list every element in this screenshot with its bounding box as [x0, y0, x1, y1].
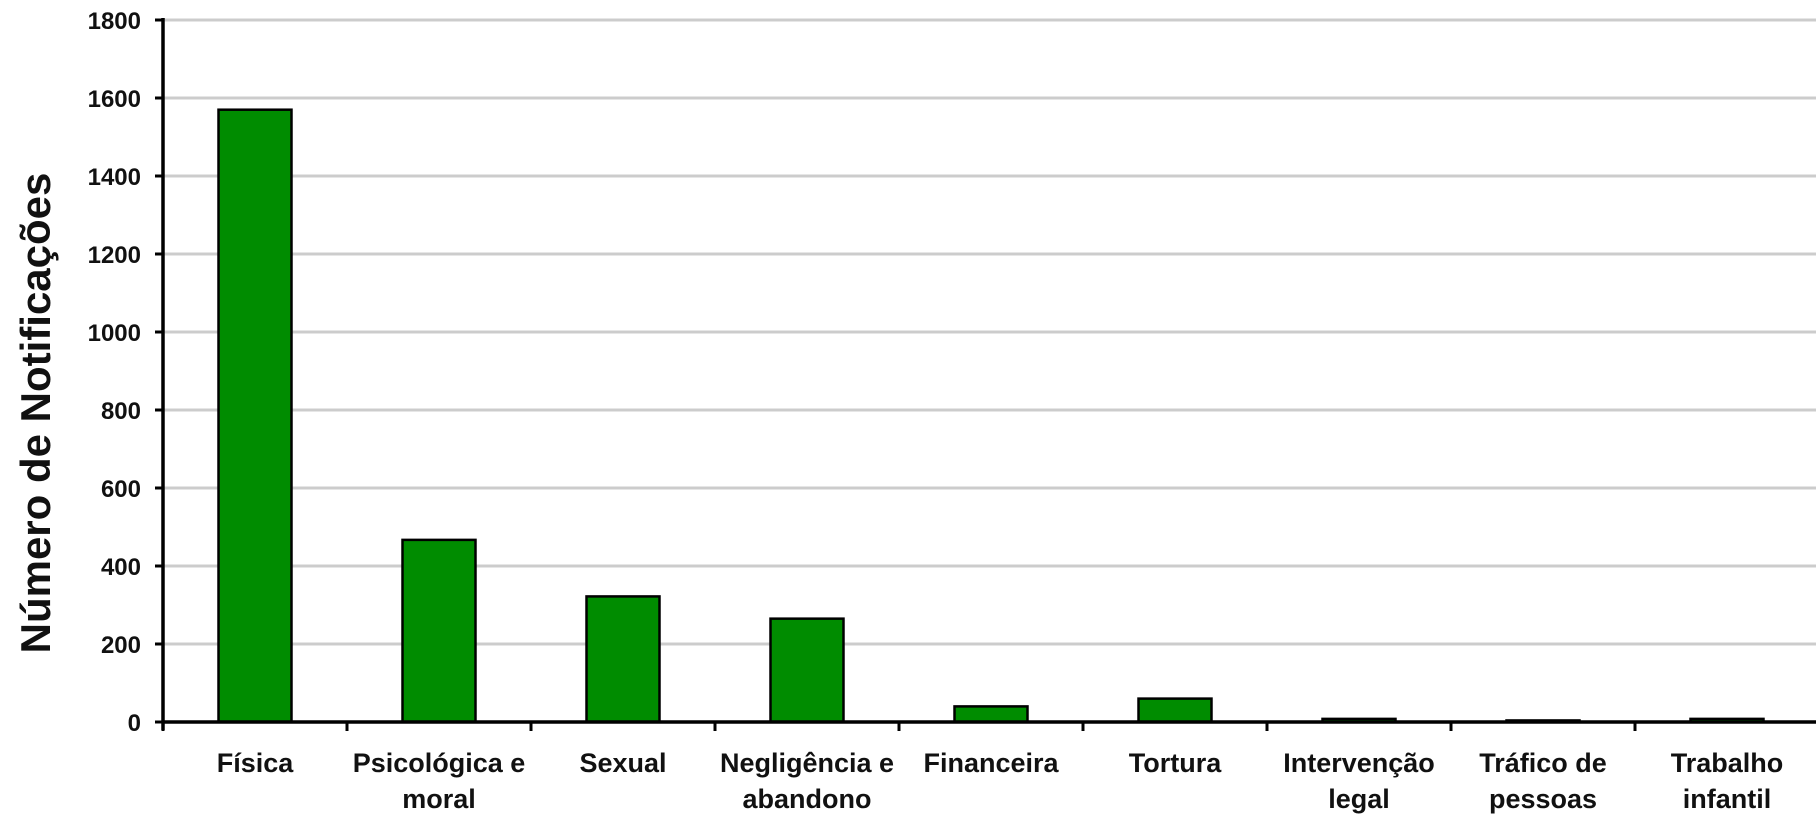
y-tick-label: 1600 — [88, 86, 141, 113]
x-tick-label: Sexual — [579, 748, 666, 778]
y-tick-label: 0 — [128, 710, 141, 737]
y-tick-label: 1800 — [88, 8, 141, 35]
x-tick-labels: Física Psicológica e moral Sexual Negligênci… — [217, 748, 1784, 814]
y-tick-label: 600 — [101, 476, 141, 503]
x-tick-label: Trabalho infantil — [1671, 748, 1784, 814]
x-tick-label: Negligência e abandono — [720, 748, 894, 814]
y-tick-label: 200 — [101, 632, 141, 659]
bar — [217, 108, 293, 724]
y-axis-label: Número de Notificações — [12, 173, 59, 654]
x-tick-label: Física — [217, 748, 295, 778]
x-tick-label: Financeira — [923, 748, 1059, 778]
x-tick-label: Tráfico de pessoas — [1479, 748, 1607, 814]
y-tick-label: 400 — [101, 554, 141, 581]
y-tick-label: 800 — [101, 398, 141, 425]
y-tick-label: 1400 — [88, 164, 141, 191]
bar — [401, 538, 477, 724]
bar — [769, 617, 845, 724]
y-tick-label: 1000 — [88, 320, 141, 347]
axes — [155, 18, 1816, 731]
x-tick-label: Tortura — [1129, 748, 1222, 778]
bars — [217, 108, 1765, 724]
bar — [1137, 697, 1213, 724]
y-tick-label: 1200 — [88, 242, 141, 269]
bar — [953, 705, 1029, 724]
x-tick-label: Psicológica e moral — [353, 748, 526, 814]
x-tick-label: Intervenção legal — [1283, 748, 1435, 814]
y-tick-labels: 0 200 400 600 800 1000 1200 1400 1600 1800 — [88, 8, 141, 737]
bar — [585, 595, 661, 724]
